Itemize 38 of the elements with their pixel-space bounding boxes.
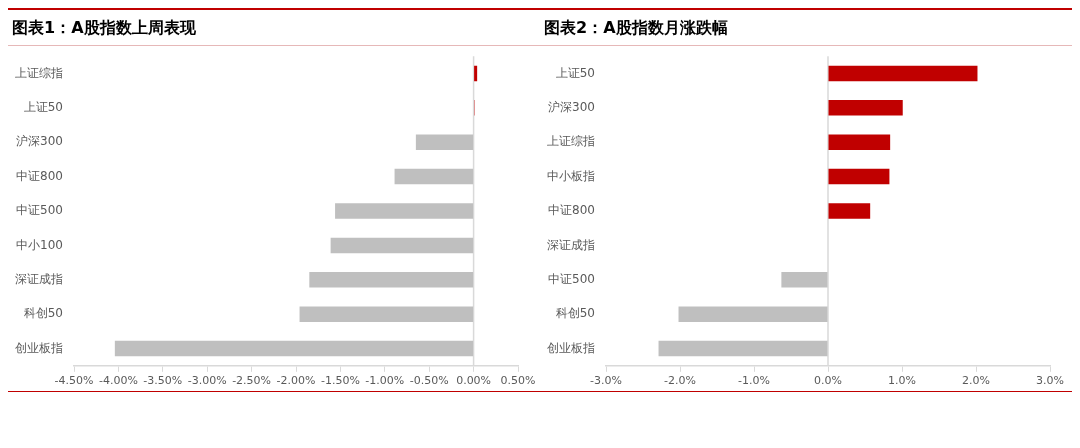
x-tick-label: -4.00%: [98, 374, 138, 388]
y-tick-label: 沪深300: [16, 134, 63, 149]
y-tick-label: 中小100: [16, 237, 63, 252]
x-tick-label: -2.0%: [664, 374, 696, 388]
y-tick-label: 上证50: [555, 65, 595, 80]
x-tick-label: 2.0%: [962, 374, 990, 388]
y-tick-label: 上证综指: [547, 134, 595, 149]
x-tick-label: 0.50%: [500, 374, 536, 388]
x-tick-label: -0.50%: [409, 374, 449, 388]
y-tick-label: 科创50: [555, 306, 595, 321]
y-tick-label: 上证综指: [15, 65, 63, 80]
y-tick-label: 创业板指: [547, 340, 595, 355]
x-tick-label: 3.0%: [1036, 374, 1064, 388]
y-tick-label: 沪深300: [548, 99, 595, 114]
x-tick-label: 0.0%: [814, 374, 842, 388]
x-tick-label: -3.50%: [143, 374, 183, 388]
x-tick-label: 1.0%: [888, 374, 916, 388]
x-tick-label: -3.0%: [590, 374, 622, 388]
x-tick-label: -2.50%: [232, 374, 272, 388]
y-tick-label: 中小板指: [547, 168, 595, 183]
x-tick-label: -2.00%: [276, 374, 316, 388]
y-tick-label: 深证成指: [547, 237, 595, 252]
y-tick-label: 科创50: [23, 306, 63, 321]
x-tick-label: -1.00%: [365, 374, 405, 388]
y-tick-label: 深证成指: [15, 271, 63, 286]
x-tick-label: 0.00%: [456, 374, 492, 388]
chart-title: 图表2：A股指数月涨跌幅: [540, 10, 1072, 46]
y-tick-label: 中证800: [16, 168, 63, 183]
chart-title: 图表1：A股指数上周表现: [8, 10, 540, 46]
y-tick-label: 中证800: [548, 203, 595, 218]
x-tick-label: -1.0%: [738, 374, 770, 388]
x-tick-label: -3.00%: [187, 374, 227, 388]
y-tick-label: 上证50: [23, 99, 63, 114]
y-tick-label: 中证500: [16, 203, 63, 218]
y-tick-label: 创业板指: [15, 340, 63, 355]
x-tick-label: -4.50%: [54, 374, 94, 388]
y-tick-label: 中证500: [548, 271, 595, 286]
x-tick-label: -1.50%: [320, 374, 360, 388]
